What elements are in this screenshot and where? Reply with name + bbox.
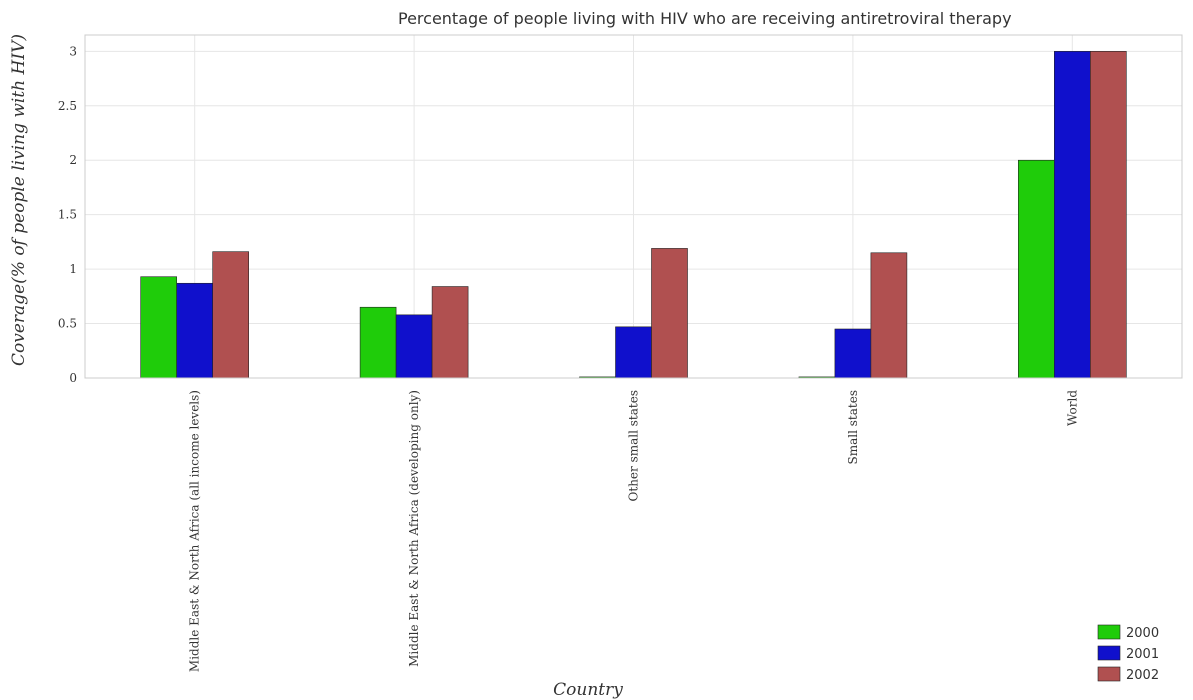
bar-2002 xyxy=(651,248,688,379)
x-tick-label: Middle East & North Africa (all income l… xyxy=(188,390,202,672)
y-tick-label: 1.5 xyxy=(58,208,77,222)
y-tick-label: 3 xyxy=(69,44,77,58)
legend: 2000 2001 2002 xyxy=(1097,624,1159,683)
bar-2002 xyxy=(870,252,908,379)
bar-2000 xyxy=(359,306,397,379)
y-tick-label: 0 xyxy=(69,371,77,385)
bar-2002 xyxy=(212,251,249,379)
x-tick-label: Small states xyxy=(846,390,860,464)
bar-2001 xyxy=(395,314,433,379)
bar-2001 xyxy=(615,326,652,379)
chart-title: Percentage of people living with HIV who… xyxy=(398,9,1012,28)
y-tick-label: 1 xyxy=(69,262,77,276)
y-axis-title: Coverage(% of people living with HIV) xyxy=(9,34,29,366)
plot-border xyxy=(84,34,1183,379)
bar-2001 xyxy=(1054,51,1091,379)
bar-2000 xyxy=(140,276,177,379)
x-axis-title: Country xyxy=(553,680,623,700)
legend-label: 2000 xyxy=(1126,626,1159,641)
legend-swatch xyxy=(1097,666,1121,682)
bar-2002 xyxy=(431,286,469,379)
bar-2000 xyxy=(1017,159,1055,379)
legend-label: 2001 xyxy=(1126,647,1159,662)
y-tick-label: 2.5 xyxy=(58,99,77,113)
x-axis-ticks: Middle East & North Africa (all income l… xyxy=(188,390,1080,672)
x-tick-label: Other small states xyxy=(627,390,641,501)
y-axis-ticks: 0 0.5 1 1.5 2 2.5 3 xyxy=(58,44,77,385)
bar-2001 xyxy=(176,282,213,379)
x-tick-label: Middle East & North Africa (developing o… xyxy=(407,390,421,667)
legend-swatch xyxy=(1097,645,1121,661)
bar-2002 xyxy=(1090,51,1127,379)
y-tick-label: 0.5 xyxy=(58,317,77,331)
y-tick-label: 2 xyxy=(69,153,77,167)
bars xyxy=(140,51,1127,379)
bar-2001 xyxy=(834,328,872,379)
x-tick-label: World xyxy=(1065,390,1079,426)
legend-label: 2002 xyxy=(1126,668,1159,683)
legend-swatch xyxy=(1097,624,1121,640)
